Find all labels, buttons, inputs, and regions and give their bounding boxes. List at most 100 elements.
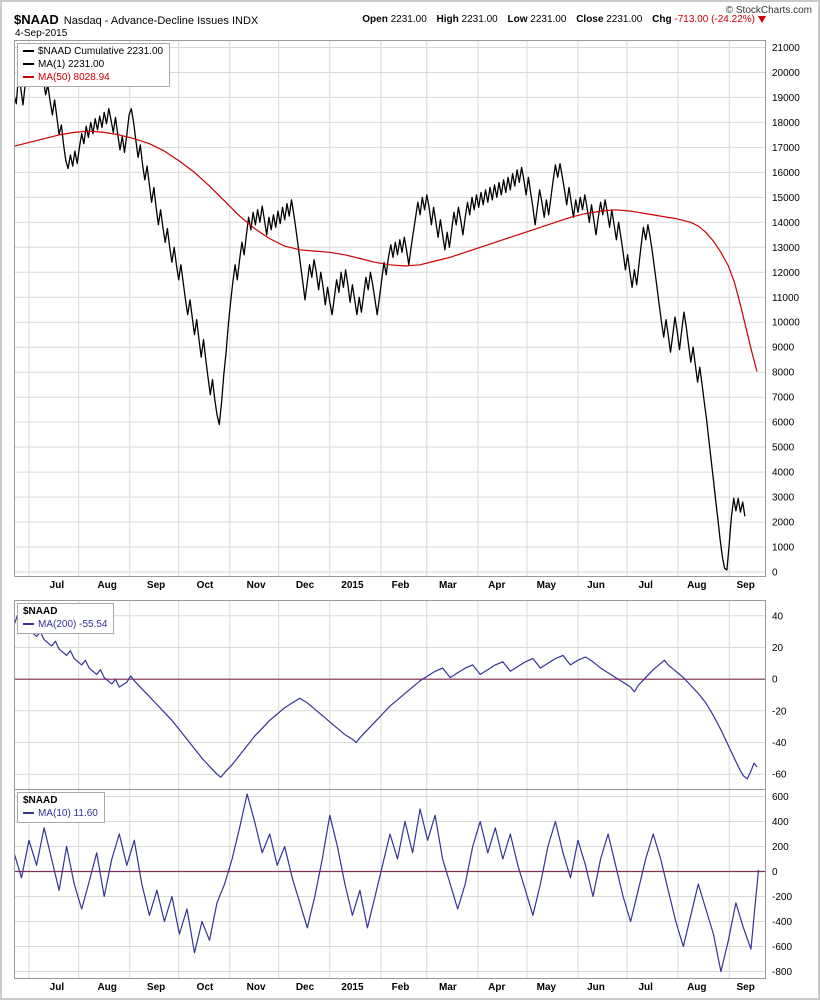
x-axis-month-label: Sep [736, 580, 755, 591]
y-tick-label: 12000 [772, 268, 800, 279]
ma10-line [14, 793, 760, 973]
x-axis-month-label: Jul [638, 982, 653, 993]
legend-ma1-label: MA(1) 2231.00 [38, 59, 105, 70]
y-tick-label: -800 [772, 967, 792, 978]
x-axis-month-label: Oct [196, 580, 214, 591]
plot-border [14, 40, 766, 577]
y-tick-label: -400 [772, 917, 792, 928]
y-tick-label: -20 [772, 706, 787, 717]
x-axis-month-label: May [536, 982, 557, 993]
y-tick-label: 6000 [772, 418, 795, 429]
legend-row-ma200: MA(200) -55.54 [23, 618, 107, 631]
chg-down-arrow-icon [758, 15, 766, 23]
x-axis-month-label: Jul [49, 982, 65, 993]
x-axis-month-label: Dec [295, 580, 315, 591]
y-tick-label: -60 [772, 770, 787, 781]
ma50-line [14, 130, 758, 372]
y-tick-label: 200 [772, 842, 789, 853]
y-tick-label: 17000 [772, 143, 800, 154]
ma50-line-swatch-icon [23, 76, 34, 79]
x-axis-month-label: Sep [146, 580, 166, 591]
naad-cumulative-line [14, 59, 746, 571]
x-axis-month-label: Sep [736, 982, 755, 993]
ma200-line [14, 613, 758, 780]
x-axis-month-label: Apr [488, 982, 506, 993]
x-axis-month-label: Nov [246, 580, 266, 591]
x-axis-month-label: Aug [687, 580, 707, 591]
y-tick-label: 9000 [772, 343, 795, 354]
legend-row-ma50: MA(50) 8028.94 [23, 71, 163, 84]
close-label: Close [576, 14, 604, 25]
main-chart-svg: 2100020000190001800017000160001500014000… [14, 40, 800, 577]
plot-background [14, 40, 766, 577]
legend-ma10-label: MA(10) 11.60 [38, 808, 98, 819]
y-tick-label: 20 [772, 643, 784, 654]
x-axis-month-label: May [536, 580, 557, 591]
chart-date: 4-Sep-2015 [15, 28, 68, 39]
low-value: 2231.00 [530, 14, 567, 25]
x-axis-month-label: Aug [97, 580, 117, 591]
x-axis-month-label: Jun [587, 982, 605, 993]
ma200-line-swatch-icon [23, 623, 34, 626]
legend-ma200-label: MA(200) -55.54 [38, 619, 108, 630]
ma10-line-swatch-icon [23, 812, 34, 815]
legend-ma50-label: MA(50) 8028.94 [38, 72, 110, 83]
x-axis-month-label: Mar [438, 580, 457, 591]
chart-title: Nasdaq - Advance-Decline Issues INDX [63, 15, 259, 27]
legend-price-label: $NAAD Cumulative 2231.00 [38, 46, 164, 57]
y-tick-label: 16000 [772, 168, 800, 179]
y-tick-label: 0 [772, 675, 778, 686]
y-tick-label: 3000 [772, 493, 795, 504]
plot-border [14, 789, 766, 979]
legend-row-ma1: MA(1) 2231.00 [23, 58, 163, 71]
chg-value: -713.00 (-24.22%) [674, 14, 755, 25]
main-legend: $NAAD Cumulative 2231.00 MA(1) 2231.00 M… [17, 43, 171, 87]
x-axis-month-label: 2015 [341, 982, 364, 993]
x-axis-month-label: Jul [638, 580, 653, 591]
x-axis-month-label: Apr [488, 580, 506, 591]
price-line-swatch-icon [23, 50, 34, 53]
chart-header: $NAAD Nasdaq - Advance-Decline Issues IND… [14, 11, 258, 29]
x-axis-month-label: Aug [687, 982, 707, 993]
x-axis-month-label: 2015 [341, 580, 364, 591]
ticker-symbol: $NAAD [14, 12, 59, 27]
y-tick-label: 4000 [772, 468, 795, 479]
legend-row-ma10: MA(10) 11.60 [23, 807, 98, 820]
y-tick-label: -600 [772, 942, 792, 953]
x-axis-month-label: Mar [438, 982, 457, 993]
quote-line: Open 2231.00 High 2231.00 Low 2231.00 Cl… [355, 14, 766, 25]
y-tick-label: 1000 [772, 543, 795, 554]
x-axis-month-label: Jul [49, 580, 65, 591]
ma200-chart-svg: 40 20 0 -20 -40 -60 [14, 600, 787, 790]
plot-background [14, 600, 766, 790]
y-tick-label: 600 [772, 792, 789, 803]
y-tick-label: 11000 [772, 293, 800, 304]
x-axis-month-label: Sep [146, 982, 166, 993]
y-tick-label: 20000 [772, 68, 800, 79]
ma200-panel: 40 20 0 -20 -40 -60 $NAAD MA(200) -55.54 [14, 600, 818, 790]
open-value: 2231.00 [390, 14, 427, 25]
main-panel: 21000 20000 19000 18000 17000 16000 15000 14000… [14, 40, 818, 577]
y-tick-label: 40 [772, 611, 784, 622]
ma200-legend: $NAAD MA(200) -55.54 [17, 603, 115, 634]
y-tick-label: 21000 [772, 43, 800, 54]
y-tick-label: 18000 [772, 118, 800, 129]
x-axis-month-label: Aug [97, 982, 117, 993]
y-tick-label: -200 [772, 892, 792, 903]
y-tick-label: 15000 [772, 193, 800, 204]
x-axis-labels-main: Jul Aug Sep Oct Nov Dec 2015 Feb Mar Apr May Jun Jul… [14, 580, 766, 593]
low-label: Low [507, 14, 528, 25]
panel3-symbol-label: $NAAD [23, 795, 58, 806]
y-tick-label: -40 [772, 738, 787, 749]
chg-label: Chg [652, 14, 672, 25]
copyright: © StockCharts.com [725, 5, 812, 16]
x-axis-month-label: Feb [391, 982, 410, 993]
high-label: High [436, 14, 459, 25]
y-tick-label: 14000 [772, 218, 800, 229]
y-tick-label: 7000 [772, 393, 795, 404]
y-tick-label: 2000 [772, 518, 795, 529]
x-axis-month-label: Feb [391, 580, 410, 591]
x-axis-labels-bottom: Jul Aug Sep Oct Nov Dec 2015 Feb Mar Apr May Jun Jul… [14, 982, 766, 995]
legend-row-price: $NAAD Cumulative 2231.00 [23, 45, 163, 58]
